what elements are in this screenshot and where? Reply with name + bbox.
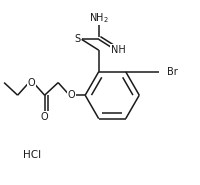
Text: O: O	[27, 78, 35, 88]
Text: Br: Br	[166, 67, 177, 77]
Text: NH$_2$: NH$_2$	[88, 11, 108, 25]
Text: HCl: HCl	[23, 150, 41, 160]
Text: O: O	[68, 90, 75, 100]
Text: O: O	[41, 112, 48, 122]
Text: NH: NH	[111, 45, 125, 55]
Text: S: S	[74, 34, 80, 44]
